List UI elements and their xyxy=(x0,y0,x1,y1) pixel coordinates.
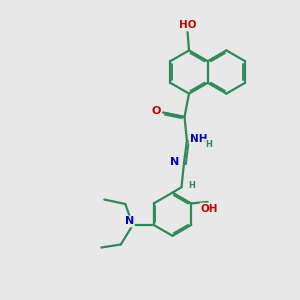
Text: HO: HO xyxy=(179,20,196,31)
Text: H: H xyxy=(205,140,212,148)
Text: OH: OH xyxy=(200,203,218,214)
Text: N: N xyxy=(124,216,134,226)
Text: NH: NH xyxy=(190,134,207,144)
Text: N: N xyxy=(170,157,179,167)
Text: H: H xyxy=(189,181,195,190)
Text: O: O xyxy=(152,106,161,116)
